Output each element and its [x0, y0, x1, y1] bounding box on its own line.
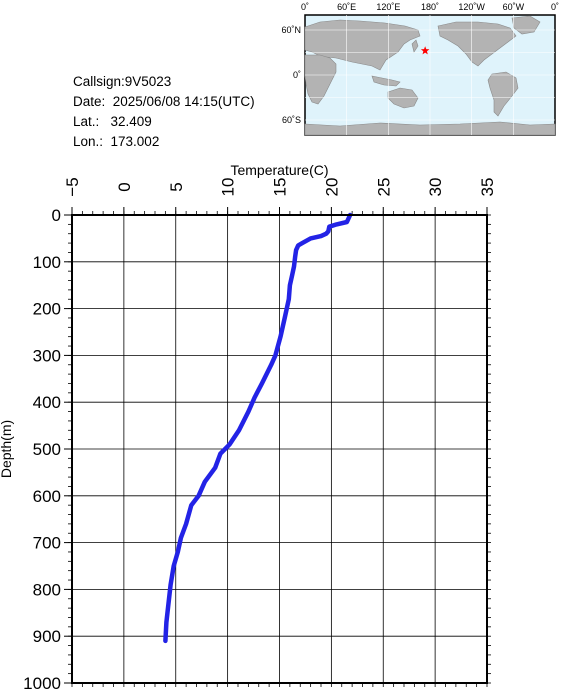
- landmass-australia: [387, 87, 419, 109]
- map-longitude-label: 180˚: [421, 2, 439, 12]
- y-tick-label: 600: [33, 487, 61, 506]
- map-latitude-label: 60˚S: [282, 115, 301, 125]
- x-tick-label: 20: [322, 178, 341, 197]
- y-tick-labels: 0 100 200 300 400 500 600 700 800 900 1000: [23, 206, 61, 690]
- landmass-indonesia: [371, 75, 401, 87]
- location-map: 0˚ 60˚E 120˚E 180˚ 120˚W 60˚W 0˚ 60˚N 0˚ 60˚S: [281, 2, 559, 136]
- x-tick-labels: −5 0 5 10 15 20 25 30 35: [63, 177, 497, 196]
- x-tick-label: 25: [374, 178, 393, 197]
- y-tick-label: 200: [33, 300, 61, 319]
- x-tick-label: 0: [115, 182, 134, 191]
- temperature-profile-line: [163, 212, 353, 644]
- map-longitude-label: 60˚W: [503, 2, 525, 12]
- map-longitude-label: 0˚: [301, 2, 309, 12]
- y-tick-label: 700: [33, 534, 61, 553]
- x-tick-label: −5: [63, 177, 82, 196]
- map-longitude-label: 120˚W: [458, 2, 485, 12]
- map-longitude-label: 0˚: [551, 2, 559, 12]
- y-tick-label: 900: [33, 627, 61, 646]
- y-tick-label: 300: [33, 346, 61, 365]
- landmass-africa: [304, 54, 337, 105]
- y-tick-label: 500: [33, 440, 61, 459]
- y-tick-label: 800: [33, 580, 61, 599]
- longitude-label: Lon.: 173.002: [73, 134, 160, 149]
- map-landmasses: [304, 15, 556, 136]
- star-icon: [420, 46, 430, 55]
- landmass-japan: [411, 39, 419, 53]
- map-labels: 0˚ 60˚E 120˚E 180˚ 120˚W 60˚W 0˚ 60˚N 0˚ 60˚S: [281, 2, 559, 125]
- landmass-north-america: [437, 21, 517, 67]
- y-tick-label: 400: [33, 393, 61, 412]
- x-tick-label: 35: [478, 178, 497, 197]
- x-tick-label: 10: [219, 178, 238, 197]
- map-latitude-label: 0˚: [293, 70, 301, 80]
- map-graticule: [305, 15, 555, 135]
- landmass-greenland: [511, 15, 541, 35]
- map-longitude-label: 60˚E: [337, 2, 356, 12]
- latitude-label: Lat.: 32.409: [73, 114, 152, 129]
- x-tick-label: 15: [271, 178, 290, 197]
- map-latitude-label: 60˚N: [281, 25, 301, 35]
- temperature-depth-chart: −5 0 5 10 15 20 25 30 35 01002003004005006007008…: [0, 162, 497, 690]
- map-longitude-label: 120˚E: [376, 2, 400, 12]
- landmass-south-america: [487, 71, 519, 117]
- y-tick-label: 100: [33, 253, 61, 272]
- plot-frame: [71, 214, 488, 684]
- x-axis-title: Temperature(C): [230, 162, 328, 178]
- date-label: Date: 2025/06/08 14:15(UTC): [73, 94, 255, 109]
- cast-info: Callsign:9V5023 Date: 2025/06/08 14:15(U…: [73, 72, 255, 152]
- y-tick-label: 0: [52, 206, 61, 225]
- x-tick-label: 5: [167, 182, 186, 191]
- y-tick-label: 1000: [23, 674, 61, 690]
- y-axis-title: Depth(m): [0, 420, 14, 478]
- callsign-label: Callsign:9V5023: [73, 74, 172, 89]
- x-tick-label: 30: [426, 178, 445, 197]
